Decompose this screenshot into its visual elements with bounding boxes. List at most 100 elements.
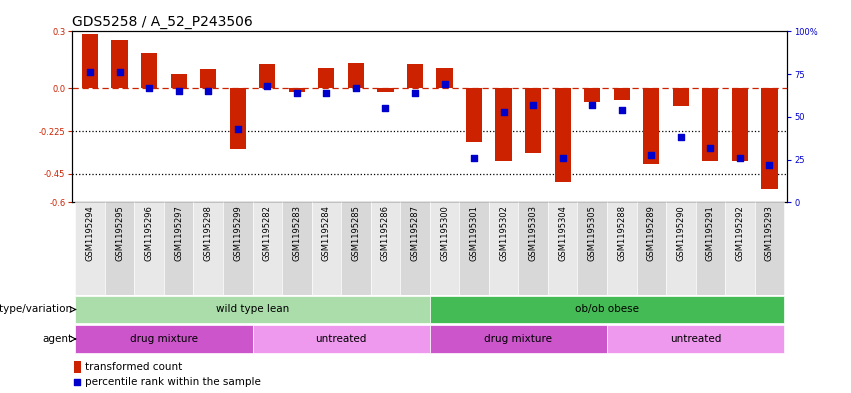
Text: wild type lean: wild type lean bbox=[216, 305, 289, 314]
Text: GSM1195282: GSM1195282 bbox=[263, 205, 271, 261]
Bar bbox=[193, 202, 223, 295]
Text: GSM1195298: GSM1195298 bbox=[203, 205, 213, 261]
Text: GSM1195294: GSM1195294 bbox=[86, 205, 94, 261]
Bar bbox=[75, 325, 253, 353]
Text: GSM1195304: GSM1195304 bbox=[558, 205, 567, 261]
Bar bbox=[253, 325, 430, 353]
Text: GSM1195290: GSM1195290 bbox=[677, 205, 685, 261]
Point bbox=[644, 151, 658, 158]
Point bbox=[674, 134, 688, 141]
Point bbox=[290, 90, 304, 96]
Text: untreated: untreated bbox=[316, 334, 367, 344]
Bar bbox=[637, 202, 666, 295]
Bar bbox=[170, 74, 187, 88]
Text: GSM1195299: GSM1195299 bbox=[233, 205, 243, 261]
Text: GSM1195293: GSM1195293 bbox=[765, 205, 774, 261]
Bar bbox=[725, 202, 755, 295]
Point bbox=[202, 88, 215, 94]
Bar bbox=[141, 53, 157, 88]
Bar bbox=[407, 64, 423, 88]
Point bbox=[497, 108, 511, 115]
Bar bbox=[548, 202, 578, 295]
Bar bbox=[430, 202, 460, 295]
Bar bbox=[223, 202, 253, 295]
Bar bbox=[282, 202, 311, 295]
Bar bbox=[488, 202, 518, 295]
Text: GSM1195291: GSM1195291 bbox=[705, 205, 715, 261]
Point bbox=[379, 105, 392, 112]
Text: drug mixture: drug mixture bbox=[484, 334, 552, 344]
Bar bbox=[762, 88, 778, 189]
Bar bbox=[643, 88, 660, 164]
Text: GSM1195289: GSM1195289 bbox=[647, 205, 656, 261]
Bar bbox=[311, 202, 341, 295]
Point bbox=[585, 102, 599, 108]
Bar bbox=[341, 202, 371, 295]
Text: GSM1195292: GSM1195292 bbox=[735, 205, 745, 261]
Bar bbox=[430, 296, 785, 323]
Text: GSM1195295: GSM1195295 bbox=[115, 205, 124, 261]
Text: drug mixture: drug mixture bbox=[130, 334, 198, 344]
Point bbox=[231, 126, 244, 132]
Bar bbox=[607, 202, 637, 295]
Text: GSM1195301: GSM1195301 bbox=[470, 205, 478, 261]
Bar bbox=[82, 34, 98, 88]
Point bbox=[320, 90, 334, 96]
Bar bbox=[253, 202, 282, 295]
Point bbox=[172, 88, 186, 94]
Text: GSM1195286: GSM1195286 bbox=[381, 205, 390, 261]
Bar bbox=[430, 325, 607, 353]
Point bbox=[704, 145, 717, 151]
Bar bbox=[578, 202, 607, 295]
Point bbox=[142, 85, 156, 91]
Bar bbox=[348, 63, 364, 88]
Bar bbox=[318, 68, 334, 88]
Text: GSM1195305: GSM1195305 bbox=[588, 205, 597, 261]
Bar bbox=[614, 88, 630, 100]
Bar bbox=[111, 40, 128, 88]
Text: untreated: untreated bbox=[670, 334, 722, 344]
Point bbox=[467, 155, 481, 161]
Point bbox=[349, 85, 363, 91]
Bar bbox=[518, 202, 548, 295]
Point bbox=[273, 307, 287, 314]
Text: GSM1195296: GSM1195296 bbox=[145, 205, 154, 261]
Point bbox=[408, 90, 422, 96]
Bar bbox=[288, 88, 305, 92]
Bar bbox=[230, 88, 246, 149]
Bar bbox=[702, 88, 718, 161]
Bar bbox=[555, 88, 571, 182]
Bar bbox=[584, 88, 600, 102]
Bar bbox=[437, 68, 453, 88]
Text: GSM1195287: GSM1195287 bbox=[410, 205, 420, 261]
Point bbox=[762, 162, 776, 168]
Point bbox=[260, 83, 274, 89]
Text: GSM1195283: GSM1195283 bbox=[293, 205, 301, 261]
Bar bbox=[525, 88, 541, 153]
Point bbox=[83, 69, 97, 75]
Point bbox=[437, 81, 451, 88]
Bar bbox=[495, 88, 511, 161]
Point bbox=[733, 155, 746, 161]
Text: percentile rank within the sample: percentile rank within the sample bbox=[85, 377, 261, 387]
Bar bbox=[695, 202, 725, 295]
Text: GSM1195303: GSM1195303 bbox=[528, 205, 538, 261]
Point bbox=[556, 155, 569, 161]
Text: genotype/variation: genotype/variation bbox=[0, 305, 72, 314]
Point bbox=[526, 102, 540, 108]
Bar bbox=[732, 88, 748, 161]
Text: GSM1195285: GSM1195285 bbox=[351, 205, 361, 261]
Bar bbox=[377, 88, 393, 92]
Text: agent: agent bbox=[42, 334, 72, 344]
Bar bbox=[755, 202, 785, 295]
Bar bbox=[200, 70, 216, 88]
Bar bbox=[460, 202, 488, 295]
Bar bbox=[400, 202, 430, 295]
Text: GSM1195288: GSM1195288 bbox=[617, 205, 626, 261]
Text: ob/ob obese: ob/ob obese bbox=[575, 305, 639, 314]
Point bbox=[113, 69, 127, 75]
Bar bbox=[466, 88, 483, 141]
Bar bbox=[75, 296, 430, 323]
Bar bbox=[74, 361, 81, 373]
Bar bbox=[164, 202, 193, 295]
